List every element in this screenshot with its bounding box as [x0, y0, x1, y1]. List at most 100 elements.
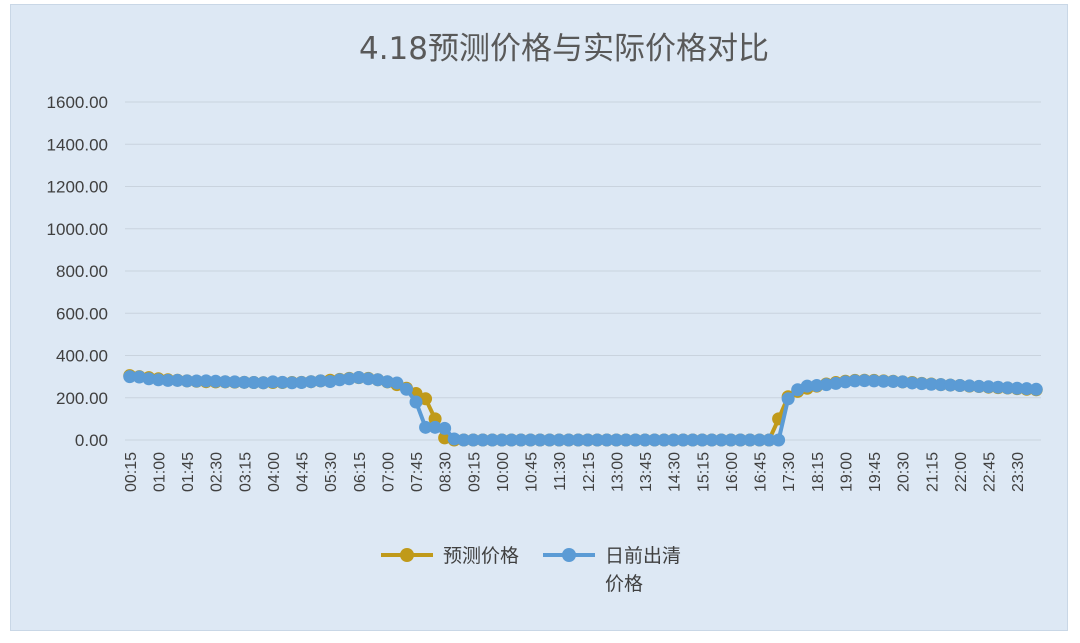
- data-point: [352, 370, 366, 384]
- data-point: [753, 433, 767, 447]
- data-point: [380, 375, 394, 389]
- y-tick-label: 1400.00: [47, 135, 108, 154]
- x-tick-label: 13:45: [638, 452, 655, 492]
- x-tick-label: 07:00: [380, 452, 397, 492]
- data-point: [676, 433, 690, 447]
- x-tick-label: 04:00: [266, 452, 283, 492]
- x-axis-tick-labels: 00:15 01:00 01:45 02:30 03:15 04:00 04:45 05:30…: [123, 452, 1027, 492]
- x-tick-label: 16:00: [724, 452, 741, 492]
- x-tick-label: 22:00: [953, 452, 970, 492]
- data-point: [810, 378, 824, 392]
- data-point: [953, 378, 967, 392]
- data-point: [123, 370, 137, 384]
- x-tick-label: 17:30: [781, 452, 798, 492]
- data-point: [399, 382, 413, 396]
- data-point: [581, 433, 595, 447]
- data-point: [457, 433, 471, 447]
- data-point: [1029, 382, 1043, 396]
- data-point: [772, 433, 786, 447]
- data-point: [543, 433, 557, 447]
- data-point: [829, 376, 843, 390]
- data-point: [886, 374, 900, 388]
- x-tick-label: 22:45: [982, 452, 999, 492]
- data-point: [218, 375, 232, 389]
- data-point: [600, 433, 614, 447]
- data-point: [161, 373, 175, 387]
- data-point: [504, 433, 518, 447]
- data-point: [743, 433, 757, 447]
- x-tick-label: 10:00: [495, 452, 512, 492]
- data-point: [972, 379, 986, 393]
- x-tick-label: 15:15: [695, 452, 712, 492]
- legend-label-forecast: 预测价格: [443, 545, 519, 567]
- x-tick-label: 03:15: [237, 452, 254, 492]
- data-point: [628, 433, 642, 447]
- legend: 预测价格 日前出清价格: [381, 545, 681, 595]
- data-point: [514, 433, 528, 447]
- data-point: [857, 374, 871, 388]
- data-point: [1001, 381, 1015, 395]
- data-point: [609, 433, 623, 447]
- x-tick-label: 01:00: [151, 452, 168, 492]
- data-point: [438, 421, 452, 435]
- x-tick-label: 10:45: [524, 452, 541, 492]
- x-tick-label: 20:30: [896, 452, 913, 492]
- data-point: [562, 433, 576, 447]
- data-point: [982, 380, 996, 394]
- y-tick-label: 1200.00: [47, 178, 108, 197]
- x-tick-label: 00:15: [123, 452, 140, 492]
- data-point: [170, 373, 184, 387]
- legend-marker-forecast: [400, 548, 414, 562]
- data-point: [533, 433, 547, 447]
- data-point: [1010, 381, 1024, 395]
- data-point: [275, 375, 289, 389]
- data-point: [1020, 382, 1034, 396]
- legend-marker-clearing: [562, 548, 576, 562]
- y-tick-label: 800.00: [56, 262, 108, 281]
- data-point: [867, 374, 881, 388]
- data-point: [991, 380, 1005, 394]
- y-tick-label: 600.00: [56, 304, 108, 323]
- x-tick-label: 04:45: [295, 452, 312, 492]
- x-tick-label: 01:45: [180, 452, 197, 492]
- data-point: [915, 377, 929, 391]
- data-point: [419, 420, 433, 434]
- data-point: [247, 376, 261, 390]
- data-point: [896, 375, 910, 389]
- data-point: [314, 374, 328, 388]
- data-point: [466, 433, 480, 447]
- y-tick-label: 0.00: [75, 431, 108, 450]
- data-point: [151, 373, 165, 387]
- x-tick-label: 11:30: [552, 452, 569, 491]
- x-tick-label: 19:00: [838, 452, 855, 492]
- data-point: [228, 375, 242, 389]
- series-lines: [123, 369, 1043, 447]
- data-point: [819, 378, 833, 392]
- data-point: [295, 376, 309, 390]
- data-point: [266, 375, 280, 389]
- chart-area: 4.18预测价格与实际价格对比 0.00 200.00 400.00 600.00 80…: [10, 4, 1068, 631]
- data-point: [285, 376, 299, 390]
- x-tick-label: 06:15: [352, 452, 369, 492]
- y-tick-label: 1000.00: [47, 220, 108, 239]
- series-clearing: [123, 370, 1043, 447]
- data-point: [428, 420, 442, 434]
- data-point: [524, 433, 538, 447]
- data-point: [724, 433, 738, 447]
- data-point: [695, 433, 709, 447]
- data-point: [934, 378, 948, 392]
- y-tick-label: 200.00: [56, 389, 108, 408]
- data-point: [571, 433, 585, 447]
- x-tick-label: 09:15: [466, 452, 483, 492]
- data-point: [447, 432, 461, 446]
- x-tick-label: 21:15: [924, 452, 941, 492]
- data-point: [905, 376, 919, 390]
- data-point: [142, 372, 156, 386]
- y-axis-tick-labels: 0.00 200.00 400.00 600.00 800.00 1000.00 1200.…: [47, 93, 108, 450]
- x-tick-label: 14:30: [667, 452, 684, 492]
- data-point: [733, 433, 747, 447]
- data-point: [648, 433, 662, 447]
- x-tick-label: 07:45: [409, 452, 426, 492]
- x-tick-label: 12:15: [581, 452, 598, 492]
- data-point: [838, 375, 852, 389]
